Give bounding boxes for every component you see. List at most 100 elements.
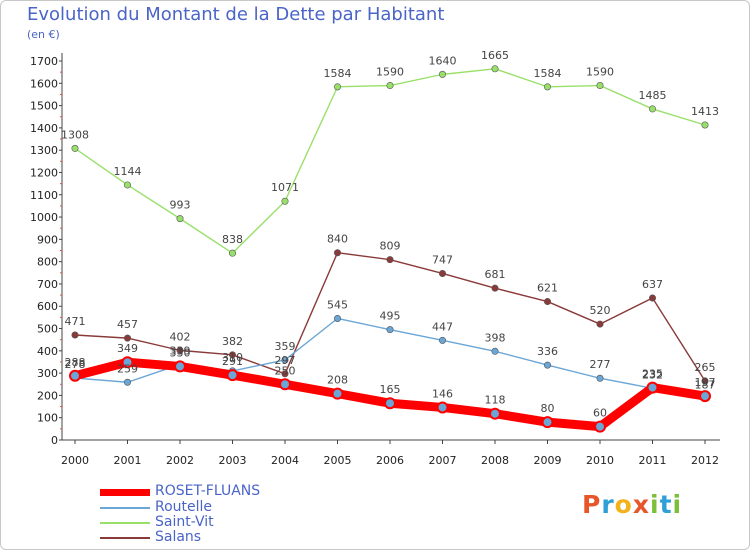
- data-point: [331, 387, 344, 400]
- data-label: 637: [642, 278, 663, 291]
- x-tick-label: 2008: [481, 454, 509, 467]
- data-point: [701, 377, 709, 385]
- x-tick-label: 2012: [691, 454, 719, 467]
- x-tick-label: 2000: [61, 454, 89, 467]
- y-tick-label: 1100: [30, 189, 58, 202]
- data-label: 545: [327, 298, 348, 311]
- data-point: [121, 356, 134, 369]
- data-point: [596, 320, 604, 328]
- data-label: 1584: [534, 67, 562, 80]
- y-tick-label: 1300: [30, 144, 58, 157]
- data-point: [281, 356, 289, 364]
- data-point: [71, 331, 79, 339]
- data-point: [386, 326, 394, 334]
- data-label: 382: [222, 335, 243, 348]
- data-label: 297: [275, 354, 296, 367]
- y-tick-label: 1500: [30, 100, 58, 113]
- data-point: [543, 298, 551, 306]
- data-point: [438, 269, 446, 277]
- data-point: [124, 181, 132, 189]
- data-label: 471: [65, 315, 86, 328]
- data-label: 336: [537, 345, 558, 358]
- data-label: 259: [117, 362, 138, 375]
- data-point: [596, 374, 604, 382]
- logo-letter: t: [659, 490, 673, 519]
- data-label: 278: [65, 358, 86, 371]
- data-point: [491, 347, 499, 355]
- data-point: [71, 144, 79, 152]
- data-label: 398: [485, 331, 506, 344]
- y-tick-label: 400: [37, 345, 58, 358]
- chart-title: Evolution du Montant de la Dette par Hab…: [27, 4, 445, 25]
- data-point: [489, 407, 501, 420]
- y-tick-label: 200: [37, 389, 58, 402]
- data-label: 457: [117, 318, 138, 331]
- data-point: [333, 83, 341, 91]
- data-label: 187: [695, 378, 716, 391]
- y-tick-label: 500: [37, 323, 58, 336]
- data-label: 288: [65, 356, 86, 369]
- data-label: 80: [541, 402, 555, 415]
- x-tick-label: 2011: [639, 454, 667, 467]
- data-label: 520: [590, 304, 611, 317]
- x-tick-label: 2010: [586, 454, 614, 467]
- y-tick-label: 1000: [30, 211, 58, 224]
- data-label: 747: [432, 253, 453, 266]
- data-point: [491, 65, 499, 73]
- data-point: [596, 82, 604, 90]
- legend-label: Salans: [155, 529, 202, 545]
- data-point: [646, 381, 659, 394]
- logo-letter: o: [614, 490, 633, 519]
- data-label: 1640: [429, 54, 457, 67]
- y-tick-label: 300: [37, 367, 58, 380]
- data-label: 60: [593, 407, 607, 420]
- proxiti-logo: Proxiti: [582, 490, 682, 519]
- data-label: 265: [695, 361, 716, 374]
- data-point: [491, 284, 499, 292]
- data-point: [281, 197, 289, 205]
- data-label: 330: [170, 346, 191, 359]
- legend-swatch: [100, 507, 150, 509]
- x-tick-label: 2004: [271, 454, 299, 467]
- data-point: [543, 361, 551, 369]
- data-label: 838: [222, 233, 243, 246]
- data-point: [333, 249, 341, 257]
- data-point: [594, 420, 606, 433]
- logo-letter: x: [632, 490, 650, 519]
- data-label: 250: [275, 364, 296, 377]
- data-label: 1590: [586, 66, 614, 79]
- data-label: 165: [380, 383, 401, 396]
- x-tick-label: 2003: [219, 454, 247, 467]
- data-point: [176, 215, 184, 223]
- data-label: 447: [432, 320, 453, 333]
- series-line: [74, 68, 706, 254]
- x-tick-label: 2002: [166, 454, 194, 467]
- data-point: [384, 397, 396, 410]
- data-point: [386, 256, 394, 264]
- y-tick-label: 1200: [30, 166, 58, 179]
- data-label: 1665: [481, 49, 509, 62]
- y-tick-label: 800: [37, 256, 58, 269]
- data-point: [124, 334, 132, 342]
- data-point: [386, 82, 394, 90]
- legend-label: ROSET-FLUANS: [155, 483, 261, 499]
- data-point: [436, 401, 449, 414]
- logo-letter: i: [672, 490, 683, 519]
- data-label: 1071: [271, 181, 299, 194]
- legend-swatch: [100, 537, 150, 539]
- data-label: 1144: [114, 165, 142, 178]
- logo-letter: r: [601, 490, 615, 519]
- data-label: 1590: [376, 66, 404, 79]
- data-point: [543, 83, 551, 91]
- y-tick-label: 900: [37, 233, 58, 246]
- legend-label: Saint-Vit: [155, 514, 214, 530]
- data-point: [226, 369, 239, 382]
- data-point: [279, 378, 291, 391]
- y-tick-label: 0: [51, 434, 58, 447]
- data-label: 1413: [691, 105, 719, 118]
- logo-letter: P: [582, 490, 602, 519]
- data-label: 993: [170, 199, 191, 212]
- data-label: 1308: [61, 128, 89, 141]
